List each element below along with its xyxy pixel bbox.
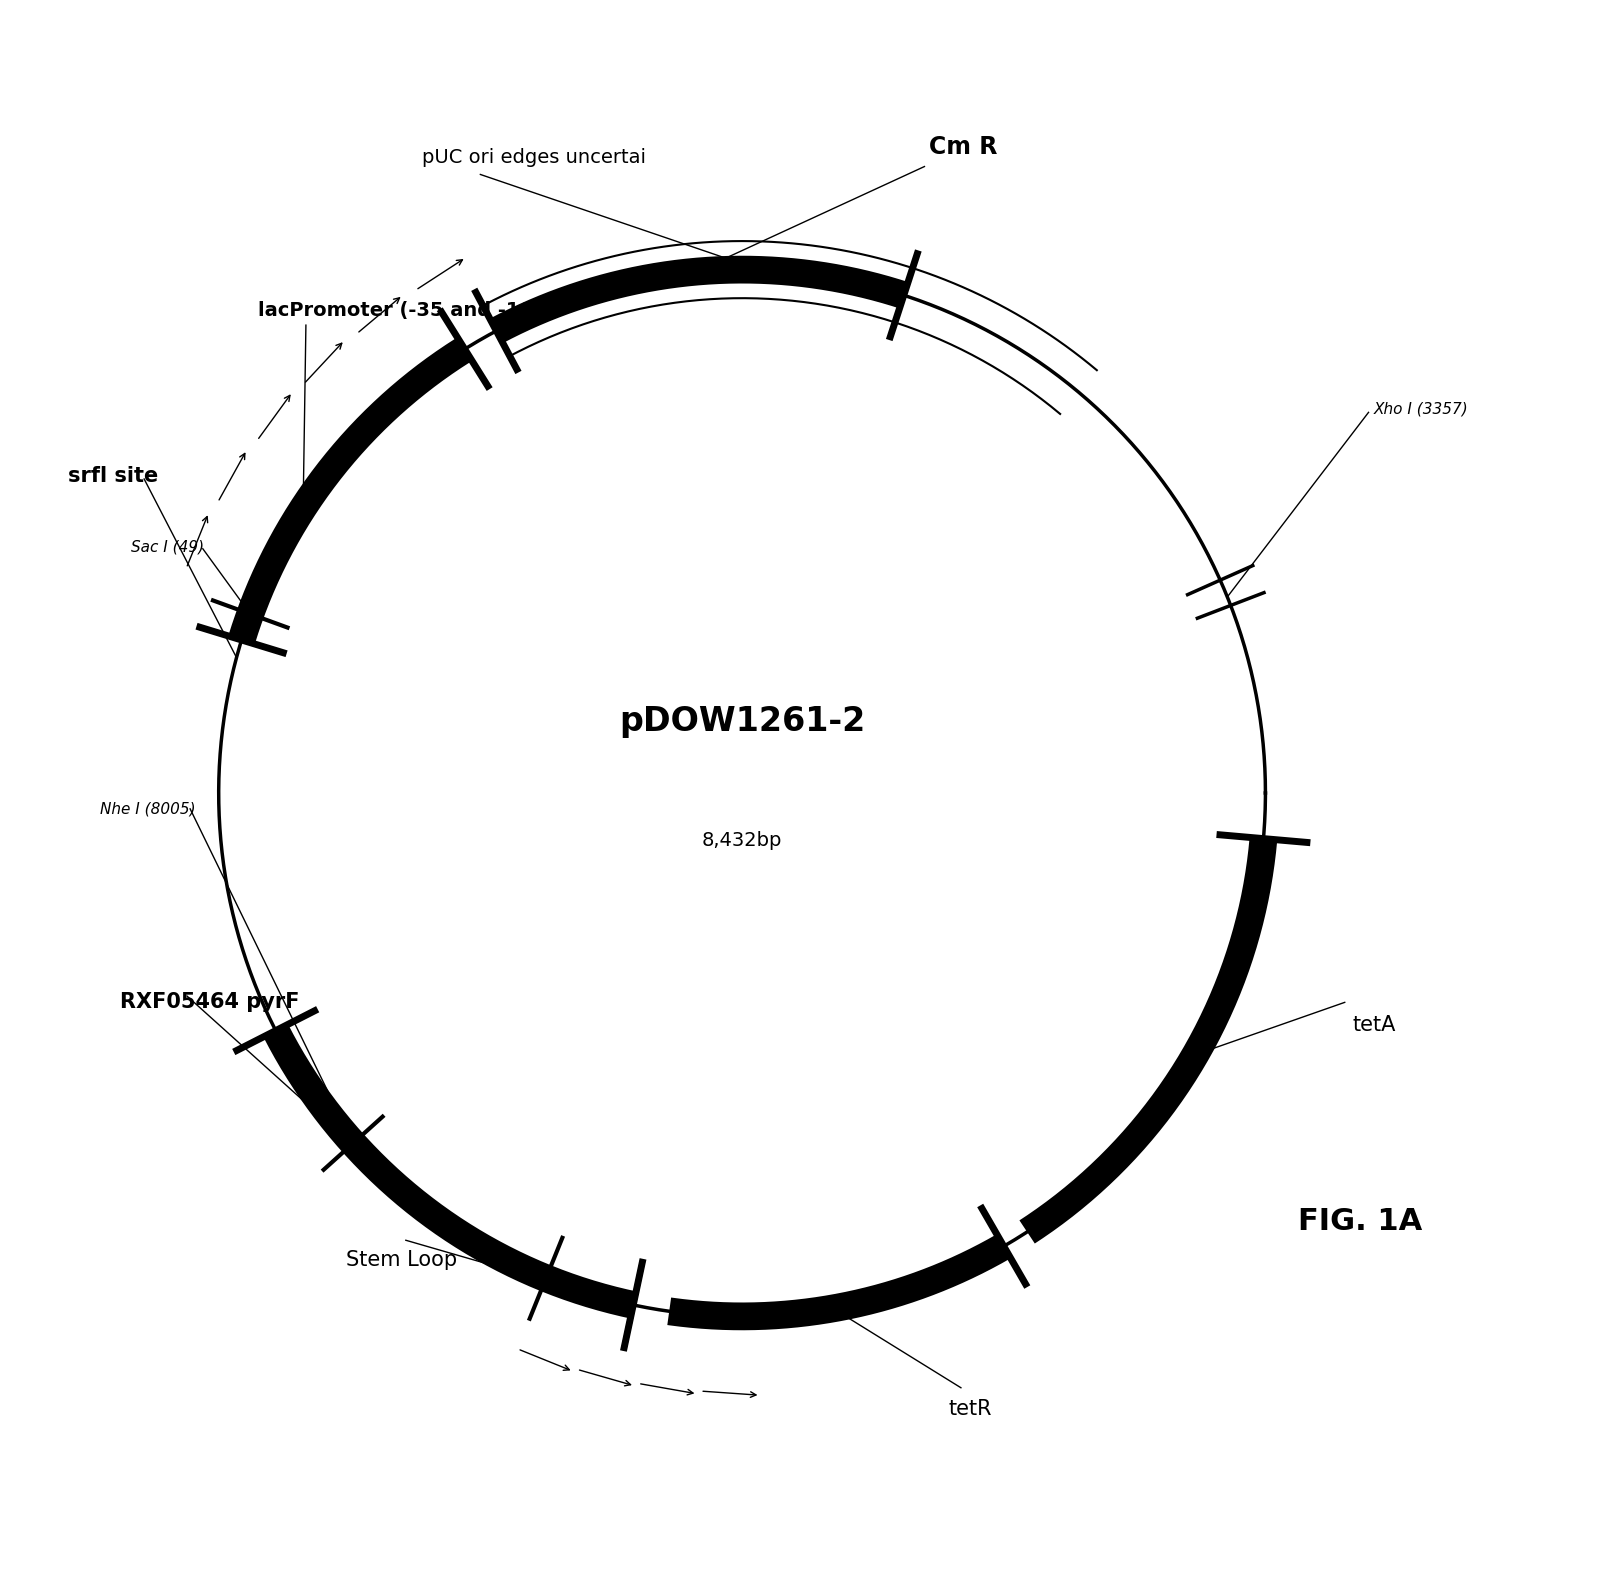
Text: 8,432bp: 8,432bp bbox=[702, 831, 783, 850]
Text: Cm R: Cm R bbox=[930, 135, 997, 159]
Text: tetA: tetA bbox=[1353, 1015, 1397, 1036]
Text: Xho I (3357): Xho I (3357) bbox=[1373, 401, 1468, 417]
Text: pDOW1261-2: pDOW1261-2 bbox=[619, 706, 865, 737]
Text: Sac I (49): Sac I (49) bbox=[132, 539, 205, 555]
Text: pUC ori edges uncertai: pUC ori edges uncertai bbox=[422, 147, 646, 167]
Text: Stem Loop: Stem Loop bbox=[346, 1250, 456, 1270]
Text: FIG. 1A: FIG. 1A bbox=[1298, 1207, 1423, 1235]
Text: lacPromoter (-35 and -10): lacPromoter (-35 and -10) bbox=[258, 301, 541, 320]
Text: tetR: tetR bbox=[949, 1399, 992, 1419]
Text: RXF05464 pyrF: RXF05464 pyrF bbox=[121, 993, 300, 1012]
Text: srfl site: srfl site bbox=[68, 466, 158, 485]
Text: Nhe I (8005): Nhe I (8005) bbox=[100, 801, 195, 817]
